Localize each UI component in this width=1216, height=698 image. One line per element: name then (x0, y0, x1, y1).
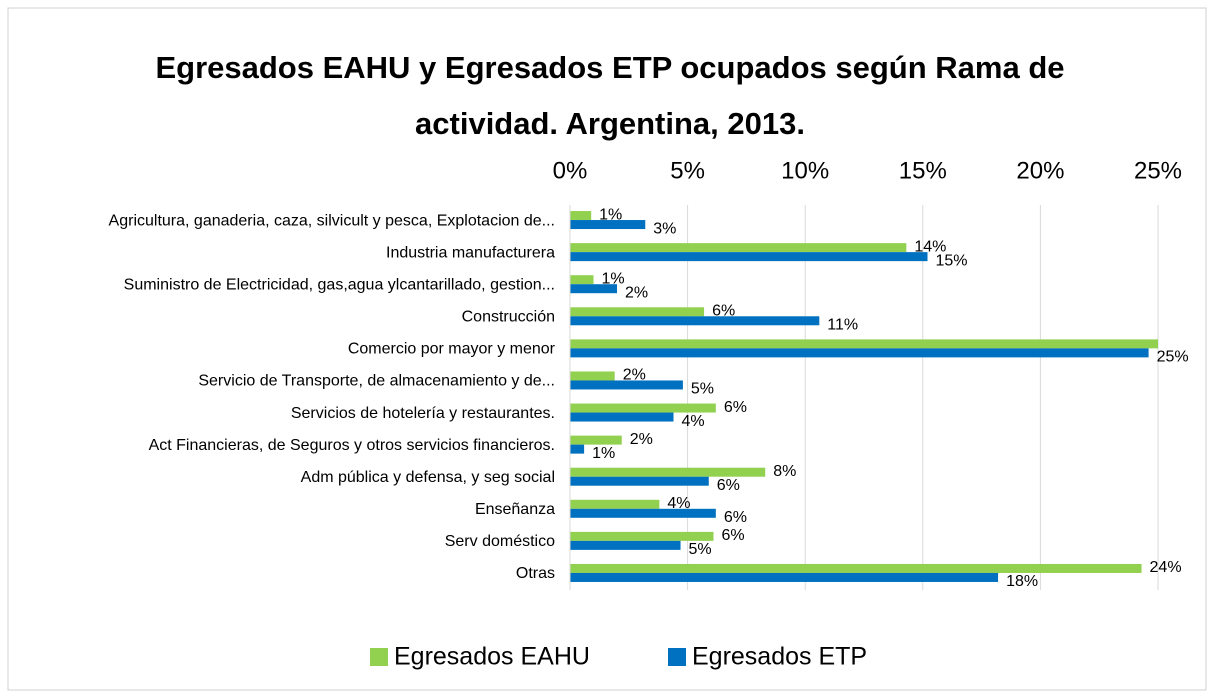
data-label: 4% (667, 495, 690, 512)
y-tick-label: Servicios de hotelería y restaurantes. (291, 405, 555, 422)
bar (570, 531, 714, 541)
y-tick-label: Adm pública y defensa, y seg social (301, 469, 555, 486)
data-label: 18% (1006, 573, 1038, 590)
y-tick-label: Comercio por mayor y menor (348, 341, 556, 358)
data-label: 3% (653, 220, 676, 237)
bar (570, 467, 766, 477)
chart-title: Egresados EAHU y Egresados ETP ocupados … (155, 50, 1065, 141)
bar (570, 316, 820, 326)
bar (570, 499, 660, 509)
y-tick-label: Construcción (462, 309, 555, 326)
y-tick-label: Servicio de Transporte, de almacenamient… (198, 373, 555, 390)
y-tick-label: Otras (516, 565, 555, 582)
data-label: 5% (689, 541, 712, 558)
data-label: 14% (914, 238, 946, 255)
data-label: 2% (623, 367, 646, 384)
data-label: 24% (1150, 559, 1182, 576)
x-tick-label: 25% (1134, 157, 1182, 184)
x-tick-label: 20% (1016, 157, 1064, 184)
bar (570, 275, 594, 285)
data-label: 2% (630, 431, 653, 448)
y-tick-label: Suministro de Electricidad, gas,agua ylc… (124, 276, 555, 293)
data-label: 8% (773, 463, 796, 480)
y-tick-label: Agricultura, ganaderia, caza, silvicult … (109, 212, 555, 229)
data-label: 6% (724, 509, 747, 526)
bar (570, 307, 705, 317)
bar (570, 220, 646, 230)
data-label: 25% (1157, 349, 1189, 366)
bar (570, 243, 907, 253)
x-tick-label: 15% (899, 157, 947, 184)
x-tick-label: 0% (553, 157, 588, 184)
bar (570, 380, 683, 390)
data-label: 1% (592, 445, 615, 462)
bar (570, 572, 999, 582)
legend-swatch (370, 648, 388, 666)
y-tick-label: Enseñanza (475, 501, 555, 518)
bar (570, 435, 622, 445)
bar (570, 563, 1142, 573)
y-tick-label: Serv doméstico (445, 533, 555, 550)
y-tick-label: Act Financieras, de Seguros y otros serv… (149, 437, 555, 454)
data-label: 5% (691, 381, 714, 398)
bar (570, 540, 681, 550)
y-tick-label: Industria manufacturera (386, 244, 555, 261)
legend-swatch (668, 648, 686, 666)
bar (570, 284, 618, 294)
legend-label: Egresados EAHU (394, 643, 590, 671)
data-label: 15% (936, 252, 968, 269)
bar (570, 339, 1158, 349)
legend-label: Egresados ETP (692, 643, 867, 671)
data-label: 4% (681, 413, 704, 430)
data-label: 1% (599, 206, 622, 223)
bar (570, 348, 1149, 358)
bar (570, 252, 928, 262)
bar (570, 444, 585, 454)
data-label: 6% (712, 303, 735, 320)
x-tick-label: 10% (781, 157, 829, 184)
data-label: 2% (625, 284, 648, 301)
bar (570, 412, 674, 422)
bar (570, 371, 615, 381)
data-label: 6% (721, 527, 744, 544)
bar (570, 211, 592, 221)
data-label: 11% (827, 317, 858, 334)
data-label: 1% (602, 270, 625, 287)
data-label: 6% (724, 399, 747, 416)
bar (570, 403, 716, 413)
x-tick-label: 5% (670, 157, 705, 184)
bar (570, 476, 709, 486)
data-label: 6% (717, 477, 740, 494)
bar (570, 508, 716, 518)
